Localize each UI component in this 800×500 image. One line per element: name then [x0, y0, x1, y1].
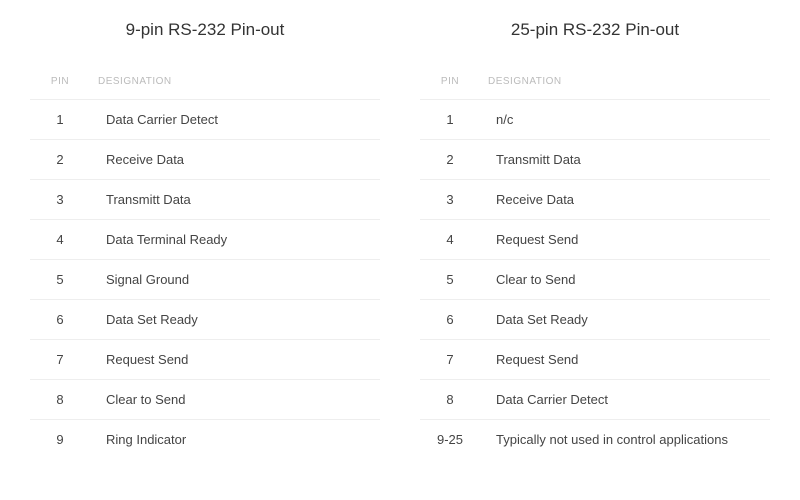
left-table-title: 9-pin RS-232 Pin-out — [30, 20, 380, 40]
designation-cell: Data Carrier Detect — [480, 380, 770, 420]
table-row: 9Ring Indicator — [30, 420, 380, 460]
pin-cell: 7 — [420, 340, 480, 380]
designation-cell: Request Send — [480, 340, 770, 380]
pin-cell: 5 — [30, 260, 90, 300]
designation-cell: Signal Ground — [90, 260, 380, 300]
table-row: 1n/c — [420, 100, 770, 140]
table-row: 5Signal Ground — [30, 260, 380, 300]
table-row: 5Clear to Send — [420, 260, 770, 300]
designation-cell: Request Send — [90, 340, 380, 380]
pin-cell: 2 — [420, 140, 480, 180]
table-row: 6Data Set Ready — [30, 300, 380, 340]
designation-cell: Transmitt Data — [90, 180, 380, 220]
designation-cell: Data Terminal Ready — [90, 220, 380, 260]
table-row: 3Receive Data — [420, 180, 770, 220]
pin-cell: 8 — [30, 380, 90, 420]
table-row: 3Transmitt Data — [30, 180, 380, 220]
pin-cell: 6 — [30, 300, 90, 340]
table-row: 7Request Send — [420, 340, 770, 380]
designation-cell: Receive Data — [480, 180, 770, 220]
table-row: 7Request Send — [30, 340, 380, 380]
right-table-body: 1n/c 2Transmitt Data 3Receive Data 4Requ… — [420, 100, 770, 460]
designation-cell: Clear to Send — [480, 260, 770, 300]
designation-cell: Typically not used in control applicatio… — [480, 420, 770, 460]
table-row: 8Data Carrier Detect — [420, 380, 770, 420]
table-row: 9-25Typically not used in control applic… — [420, 420, 770, 460]
left-col-designation: DESIGNATION — [90, 68, 380, 100]
designation-cell: Data Set Ready — [90, 300, 380, 340]
pin-cell: 6 — [420, 300, 480, 340]
pin-cell: 8 — [420, 380, 480, 420]
tables-container: 9-pin RS-232 Pin-out PIN DESIGNATION 1Da… — [30, 20, 770, 459]
left-col-pin: PIN — [30, 68, 90, 100]
pin-cell: 9 — [30, 420, 90, 460]
pin-cell: 7 — [30, 340, 90, 380]
left-table-body: 1Data Carrier Detect 2Receive Data 3Tran… — [30, 100, 380, 460]
designation-cell: n/c — [480, 100, 770, 140]
designation-cell: Receive Data — [90, 140, 380, 180]
pin-cell: 4 — [30, 220, 90, 260]
right-col-designation: DESIGNATION — [480, 68, 770, 100]
pin-cell: 2 — [30, 140, 90, 180]
right-panel: 25-pin RS-232 Pin-out PIN DESIGNATION 1n… — [420, 20, 770, 459]
designation-cell: Transmitt Data — [480, 140, 770, 180]
designation-cell: Clear to Send — [90, 380, 380, 420]
pin-cell: 3 — [420, 180, 480, 220]
pin-cell: 1 — [30, 100, 90, 140]
right-col-pin: PIN — [420, 68, 480, 100]
pin-cell: 5 — [420, 260, 480, 300]
designation-cell: Data Carrier Detect — [90, 100, 380, 140]
left-table: PIN DESIGNATION 1Data Carrier Detect 2Re… — [30, 68, 380, 459]
designation-cell: Data Set Ready — [480, 300, 770, 340]
pin-cell: 3 — [30, 180, 90, 220]
table-row: 4Data Terminal Ready — [30, 220, 380, 260]
designation-cell: Ring Indicator — [90, 420, 380, 460]
designation-cell: Request Send — [480, 220, 770, 260]
right-table-title: 25-pin RS-232 Pin-out — [420, 20, 770, 40]
left-panel: 9-pin RS-232 Pin-out PIN DESIGNATION 1Da… — [30, 20, 380, 459]
pin-cell: 4 — [420, 220, 480, 260]
table-row: 2Receive Data — [30, 140, 380, 180]
table-row: 6Data Set Ready — [420, 300, 770, 340]
right-table: PIN DESIGNATION 1n/c 2Transmitt Data 3Re… — [420, 68, 770, 459]
table-row: 8Clear to Send — [30, 380, 380, 420]
pin-cell: 1 — [420, 100, 480, 140]
table-row: 4Request Send — [420, 220, 770, 260]
pin-cell: 9-25 — [420, 420, 480, 460]
table-row: 1Data Carrier Detect — [30, 100, 380, 140]
table-row: 2Transmitt Data — [420, 140, 770, 180]
